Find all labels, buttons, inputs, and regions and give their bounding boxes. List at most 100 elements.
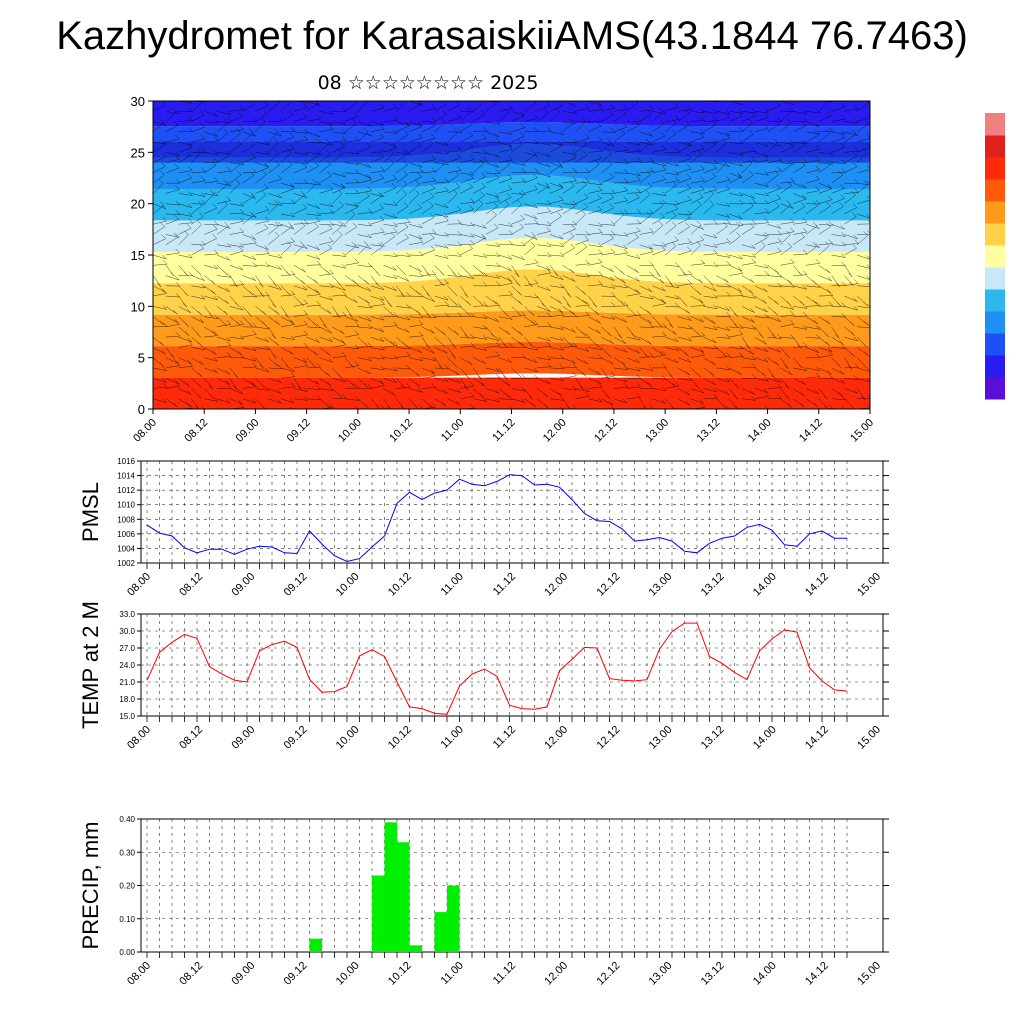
wind-barb [524,235,536,245]
wind-barb-flag [314,288,319,294]
wind-barb [690,136,704,143]
wind-barb-flag [415,372,421,377]
wind-barb-flag [197,148,202,153]
wind-barb-flag [776,101,781,106]
wind-barb [601,131,616,133]
wind-barb [370,128,385,133]
wind-barb [767,223,781,229]
wind-barb-flag [866,403,870,407]
wind-barb-flag [303,299,308,304]
wind-barb-flag [840,225,845,230]
wind-barb [703,336,717,344]
wind-barb-flag [610,189,616,194]
wind-barb [165,275,180,281]
wind-barb [281,274,296,276]
wind-barb [856,388,866,401]
wind-barb [537,272,551,276]
wind-barb-flag [429,213,435,218]
wind-barb [178,213,193,217]
wind-barb-flag [379,379,384,384]
wind-barb [716,188,730,194]
wind-barb-flag [866,195,870,200]
wind-barb [780,204,791,215]
wind-barb-flag [726,334,731,339]
heatmap-layer [153,142,870,163]
wind-barb [562,228,576,235]
wind-barb-flag [506,89,510,93]
wind-barb-flag [366,173,372,179]
wind-barb-flag [200,134,206,140]
x-tick-label: 09.00 [229,571,257,599]
wind-barb-flag [674,381,680,387]
wind-barb-flag [338,230,343,236]
wind-barb [767,198,781,204]
wind-barb-flag [725,162,730,167]
wind-barb-flag [223,310,229,316]
wind-barb [255,265,270,267]
wind-barb [165,219,180,225]
wind-barb [677,187,692,194]
wind-barb-flag [213,118,219,124]
wind-barb [204,295,218,301]
wind-barb-flag [354,136,360,141]
wind-barb [268,377,282,383]
wind-barb-flag [802,158,808,163]
wind-barb-flag [251,276,256,281]
wind-barb-flag [316,363,321,368]
wind-barb [178,177,192,184]
wind-barb [153,254,167,260]
x-tick-label: 08.00 [125,960,153,988]
wind-barb [613,214,625,225]
wind-barb-flag [402,149,407,154]
wind-barb-flag [649,209,654,215]
wind-barb [677,357,692,363]
wind-barb-flag [824,332,829,338]
wind-barb-flag [596,370,601,375]
wind-barb [601,398,614,406]
x-tick-label: 08.12 [177,724,205,752]
wind-barb [421,188,436,194]
wind-barb-flag [838,392,844,397]
wind-barb [332,140,347,143]
grid [141,818,883,953]
wind-barb [396,398,405,409]
wind-barb [242,157,256,163]
wind-barb [357,408,359,409]
wind-barb [421,249,435,256]
wind-barb [729,236,741,245]
wind-barb-flag [622,348,628,353]
wind-barb-flag [402,270,407,276]
wind-barb [242,131,256,137]
wind-barb-flag [340,142,346,147]
wind-barb-flag [850,321,855,327]
wind-barb-flag [200,122,205,128]
wind-barb-flag [479,270,484,275]
wind-barb-flag [737,370,742,375]
wind-barb-flag [224,299,229,305]
wind-barb-flag [275,221,280,226]
wind-barb-flag [687,238,692,243]
wind-barb-flag [622,399,628,404]
wind-barb-flag [636,310,641,316]
wind-barb [793,315,808,317]
wind-barb [165,398,178,408]
wind-barb-flag [418,404,424,409]
wind-barb-flag [533,345,539,351]
wind-barb [191,347,206,351]
wind-barb-flag [341,184,346,189]
wind-barb [729,265,743,272]
wind-barb [204,357,218,362]
wind-barb [818,133,830,143]
wind-barb [831,234,846,237]
wind-barb-flag [533,320,539,325]
wind-barb [639,295,654,300]
wind-barb-flag [828,127,833,132]
wind-barb-flag [405,150,411,155]
x-tick-label: 10.00 [336,417,364,445]
wind-barb-flag [800,232,805,238]
wind-barb-flag [673,204,679,209]
wind-barb [869,306,870,307]
wind-barb-flag [734,416,738,420]
wind-barb-flag [687,210,693,215]
wind-barb [178,170,193,174]
